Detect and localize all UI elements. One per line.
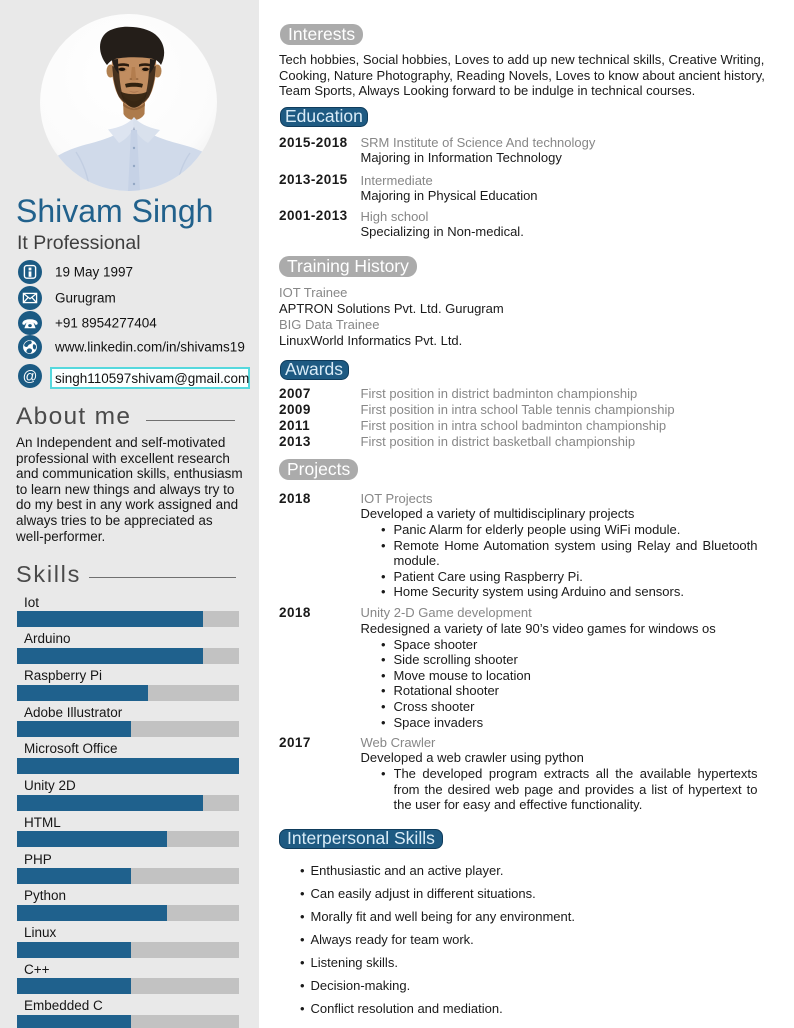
svg-text:@: @ <box>23 369 38 385</box>
